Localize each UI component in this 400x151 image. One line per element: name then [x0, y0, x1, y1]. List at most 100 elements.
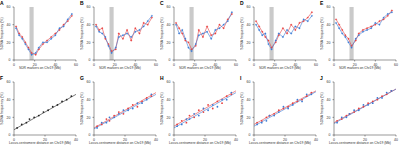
html-text:SDR markers on Chr19 (Mb): SDR markers on Chr19 (Mb): [19, 66, 61, 70]
html-text:F: F: [0, 75, 4, 81]
svg-text:0: 0: [13, 138, 15, 141]
svg-text:0: 0: [9, 58, 11, 62]
svg-text:20: 20: [87, 116, 91, 120]
svg-text:40: 40: [293, 63, 297, 66]
svg-text:20: 20: [167, 116, 171, 120]
html-text:A: A: [0, 0, 4, 6]
html-text:Locus-centromere distance on C: Locus-centromere distance on Chr19 (Mb): [89, 141, 151, 145]
svg-text:0: 0: [169, 58, 171, 62]
html-text:Locus-centromere distance on C: Locus-centromere distance on Chr19 (Mb): [9, 141, 71, 145]
svg-text:40: 40: [247, 98, 251, 102]
svg-text:40: 40: [8, 23, 11, 27]
svg-text:0: 0: [89, 58, 91, 62]
svg-text:SDNA frequency (%): SDNA frequency (%): [320, 92, 324, 124]
svg-text:20: 20: [203, 138, 207, 141]
svg-text:40: 40: [327, 98, 331, 102]
svg-text:0: 0: [169, 133, 171, 137]
svg-text:60: 60: [87, 5, 91, 9]
html-text:Locus-centromere distance on C: Locus-centromere distance on Chr19 (Mb): [329, 141, 391, 145]
svg-text:0: 0: [333, 63, 335, 66]
svg-text:60: 60: [247, 80, 251, 84]
svg-text:20: 20: [8, 116, 11, 120]
html-text:SDR markers on Chr19 (Mb): SDR markers on Chr19 (Mb): [259, 66, 301, 70]
svg-text:40: 40: [167, 23, 171, 27]
svg-text:0: 0: [173, 138, 175, 141]
svg-text:SDNA frequency (%): SDNA frequency (%): [240, 92, 244, 124]
html-text:D: D: [240, 0, 244, 6]
svg-text:20: 20: [33, 63, 37, 66]
svg-text:40: 40: [154, 138, 158, 141]
svg-text:40: 40: [373, 63, 377, 66]
svg-text:20: 20: [167, 41, 171, 45]
svg-text:20: 20: [43, 138, 47, 141]
html-text:Locus-centromere distance on C: Locus-centromere distance on Chr19 (Mb): [249, 141, 311, 145]
svg-text:60: 60: [74, 63, 78, 66]
svg-text:0: 0: [329, 133, 331, 137]
svg-text:0: 0: [249, 133, 251, 137]
svg-text:0: 0: [89, 133, 91, 137]
svg-text:40: 40: [234, 138, 238, 141]
svg-text:20: 20: [123, 138, 127, 141]
html-text:C: C: [160, 0, 164, 6]
svg-text:40: 40: [74, 138, 78, 141]
svg-text:20: 20: [327, 41, 331, 45]
svg-text:40: 40: [133, 63, 137, 66]
svg-text:0: 0: [13, 63, 15, 66]
svg-text:20: 20: [8, 41, 11, 45]
svg-text:0: 0: [329, 58, 331, 62]
svg-text:0: 0: [93, 63, 95, 66]
svg-text:60: 60: [87, 80, 91, 84]
svg-text:40: 40: [8, 98, 11, 102]
svg-text:20: 20: [327, 116, 331, 120]
svg-text:20: 20: [113, 63, 117, 66]
svg-text:60: 60: [327, 80, 331, 84]
svg-text:40: 40: [87, 23, 91, 27]
svg-text:60: 60: [8, 80, 11, 84]
svg-text:0: 0: [333, 138, 335, 141]
svg-text:60: 60: [8, 5, 11, 9]
svg-text:40: 40: [167, 98, 171, 102]
svg-text:0: 0: [253, 138, 255, 141]
svg-text:0: 0: [93, 138, 95, 141]
svg-text:60: 60: [314, 63, 318, 66]
svg-text:20: 20: [193, 63, 197, 66]
svg-text:0: 0: [253, 63, 255, 66]
html-text:SDR markers on Chr19 (Mb): SDR markers on Chr19 (Mb): [179, 66, 221, 70]
svg-text:40: 40: [213, 63, 217, 66]
html-text:H: H: [160, 75, 164, 81]
svg-text:0: 0: [9, 133, 11, 137]
svg-text:20: 20: [247, 41, 251, 45]
svg-text:60: 60: [247, 5, 251, 9]
svg-text:40: 40: [53, 63, 57, 66]
html-text:G: G: [80, 75, 84, 81]
svg-text:0: 0: [173, 63, 175, 66]
svg-text:60: 60: [234, 63, 238, 66]
html-text:E: E: [320, 0, 324, 6]
html-text:J: J: [320, 75, 323, 81]
svg-text:20: 20: [273, 63, 277, 66]
html-text:Locus-centromere distance on C: Locus-centromere distance on Chr19 (Mb): [169, 141, 231, 145]
html-text:SDR markers on Chr19 (Mb): SDR markers on Chr19 (Mb): [99, 66, 141, 70]
svg-text:40: 40: [314, 138, 318, 141]
svg-text:40: 40: [247, 23, 251, 27]
svg-text:20: 20: [87, 41, 91, 45]
svg-text:SDNA frequency (%): SDNA frequency (%): [160, 17, 164, 49]
svg-text:40: 40: [327, 23, 331, 27]
html-text:SDR markers on Chr19 (Mb): SDR markers on Chr19 (Mb): [339, 66, 381, 70]
svg-text:SDNA frequency (%): SDNA frequency (%): [80, 92, 84, 124]
svg-text:SDNA frequency (%): SDNA frequency (%): [80, 17, 84, 49]
svg-text:20: 20: [283, 138, 287, 141]
svg-text:20: 20: [353, 63, 357, 66]
svg-text:60: 60: [154, 63, 158, 66]
svg-text:0: 0: [249, 58, 251, 62]
svg-text:SDNA frequency (%): SDNA frequency (%): [240, 17, 244, 49]
svg-text:SDNA frequency (%): SDNA frequency (%): [320, 17, 324, 49]
svg-text:40: 40: [87, 98, 91, 102]
svg-text:20: 20: [363, 138, 367, 141]
svg-text:60: 60: [167, 5, 171, 9]
svg-text:20: 20: [247, 116, 251, 120]
svg-text:60: 60: [327, 5, 331, 9]
svg-text:SDNA frequency (%): SDNA frequency (%): [160, 92, 164, 124]
html-text:B: B: [80, 0, 84, 6]
svg-text:60: 60: [167, 80, 171, 84]
